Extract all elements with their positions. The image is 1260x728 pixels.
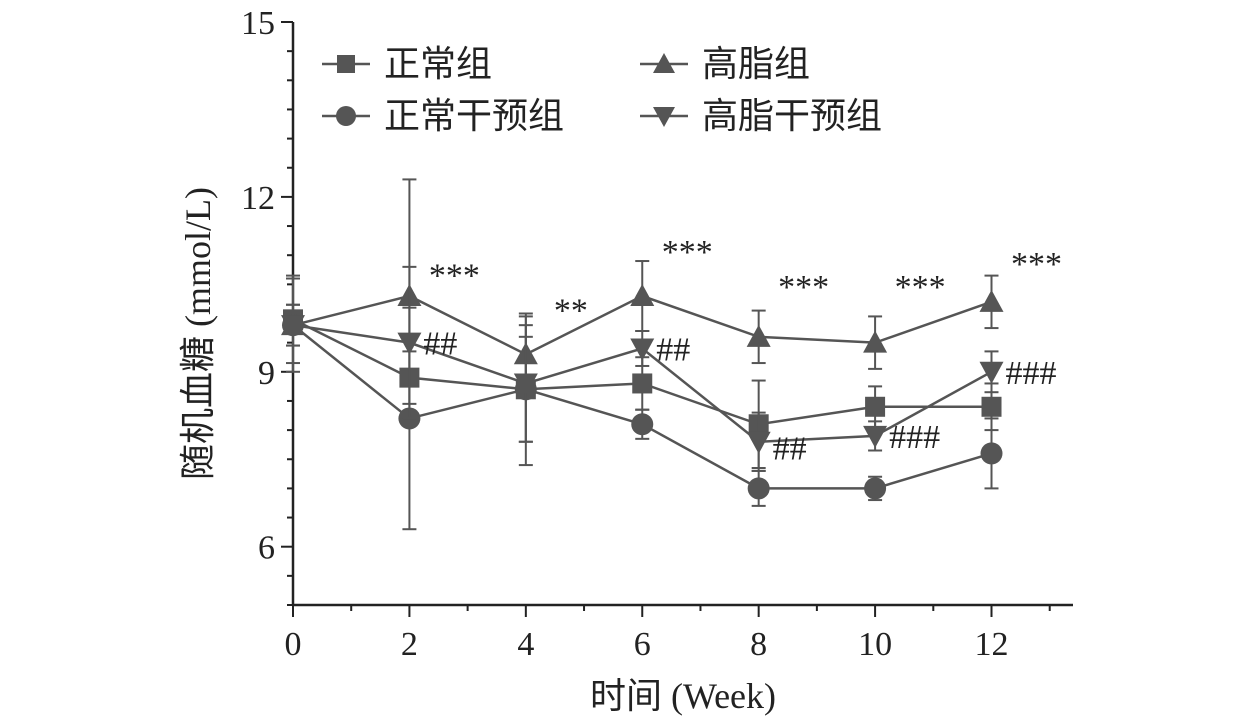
circle-marker [336,106,356,126]
circle-marker [631,413,654,436]
x-tick-label: 10 [858,626,892,663]
significance-annotations: *********** ******## #### ###### [423,234,1062,467]
y-axis-title: 随机血糖 (mmol/L) [178,187,218,480]
triangle-down-marker [863,425,888,448]
circle-marker [864,477,887,500]
triangle-down-marker [746,431,771,454]
triangle-down-marker [979,361,1004,384]
significance-stars: *** [778,269,829,306]
series-layer [281,178,1004,531]
square-marker [865,396,886,417]
triangle-down-marker [630,338,655,361]
y-tick-label: 15 [241,5,275,42]
x-tick-label: 2 [401,626,418,663]
triangle-up-marker [653,53,675,73]
triangle-down-marker [281,315,305,338]
significance-hashes: ## [773,431,807,468]
legend-label: 正常干预组 [384,96,564,136]
significance-hashes: ## [423,326,457,363]
x-tick-label: 0 [285,626,302,663]
square-marker [632,373,653,394]
triangle-down-marker [513,373,538,396]
significance-stars: *** [429,258,480,295]
x-tick-label: 4 [517,626,534,663]
significance-hashes: ### [889,419,940,456]
triangle-up-marker [630,284,655,307]
legend-label: 高脂干预组 [702,96,882,136]
legend-item: 高脂干预组 [640,96,882,136]
circle-marker [980,442,1003,465]
square-marker [337,55,355,73]
triangle-up-marker [863,330,888,353]
triangle-down-marker [653,107,675,127]
y-tick-label: 9 [258,355,275,392]
circle-marker [747,477,770,500]
x-tick-label: 6 [634,626,651,663]
legend-label: 高脂组 [702,44,810,84]
series-3 [281,265,1004,472]
x-axis-title: 时间 (Week) [590,676,776,716]
significance-stars: ** [554,293,588,330]
significance-hashes: ## [656,331,690,368]
triangle-up-marker [979,289,1004,312]
significance-stars: *** [895,269,946,306]
triangle-down-marker [397,332,422,355]
y-tick-label: 6 [258,530,275,567]
significance-stars: *** [1011,246,1062,283]
x-tick-label: 12 [975,626,1009,663]
legend-item: 高脂组 [640,44,810,84]
legend-item: 正常干预组 [322,96,564,136]
legend-label: 正常组 [384,44,492,84]
significance-stars: *** [662,234,713,271]
triangle-up-marker [746,324,771,347]
y-tick-label: 12 [241,180,275,217]
significance-hashes: ### [1006,355,1057,392]
square-marker [981,396,1002,417]
legend-item: 正常组 [322,44,492,84]
axes: 0 2 4 6 8 10 12 6 9 12 15 [241,5,1073,663]
x-tick-label: 8 [750,626,767,663]
